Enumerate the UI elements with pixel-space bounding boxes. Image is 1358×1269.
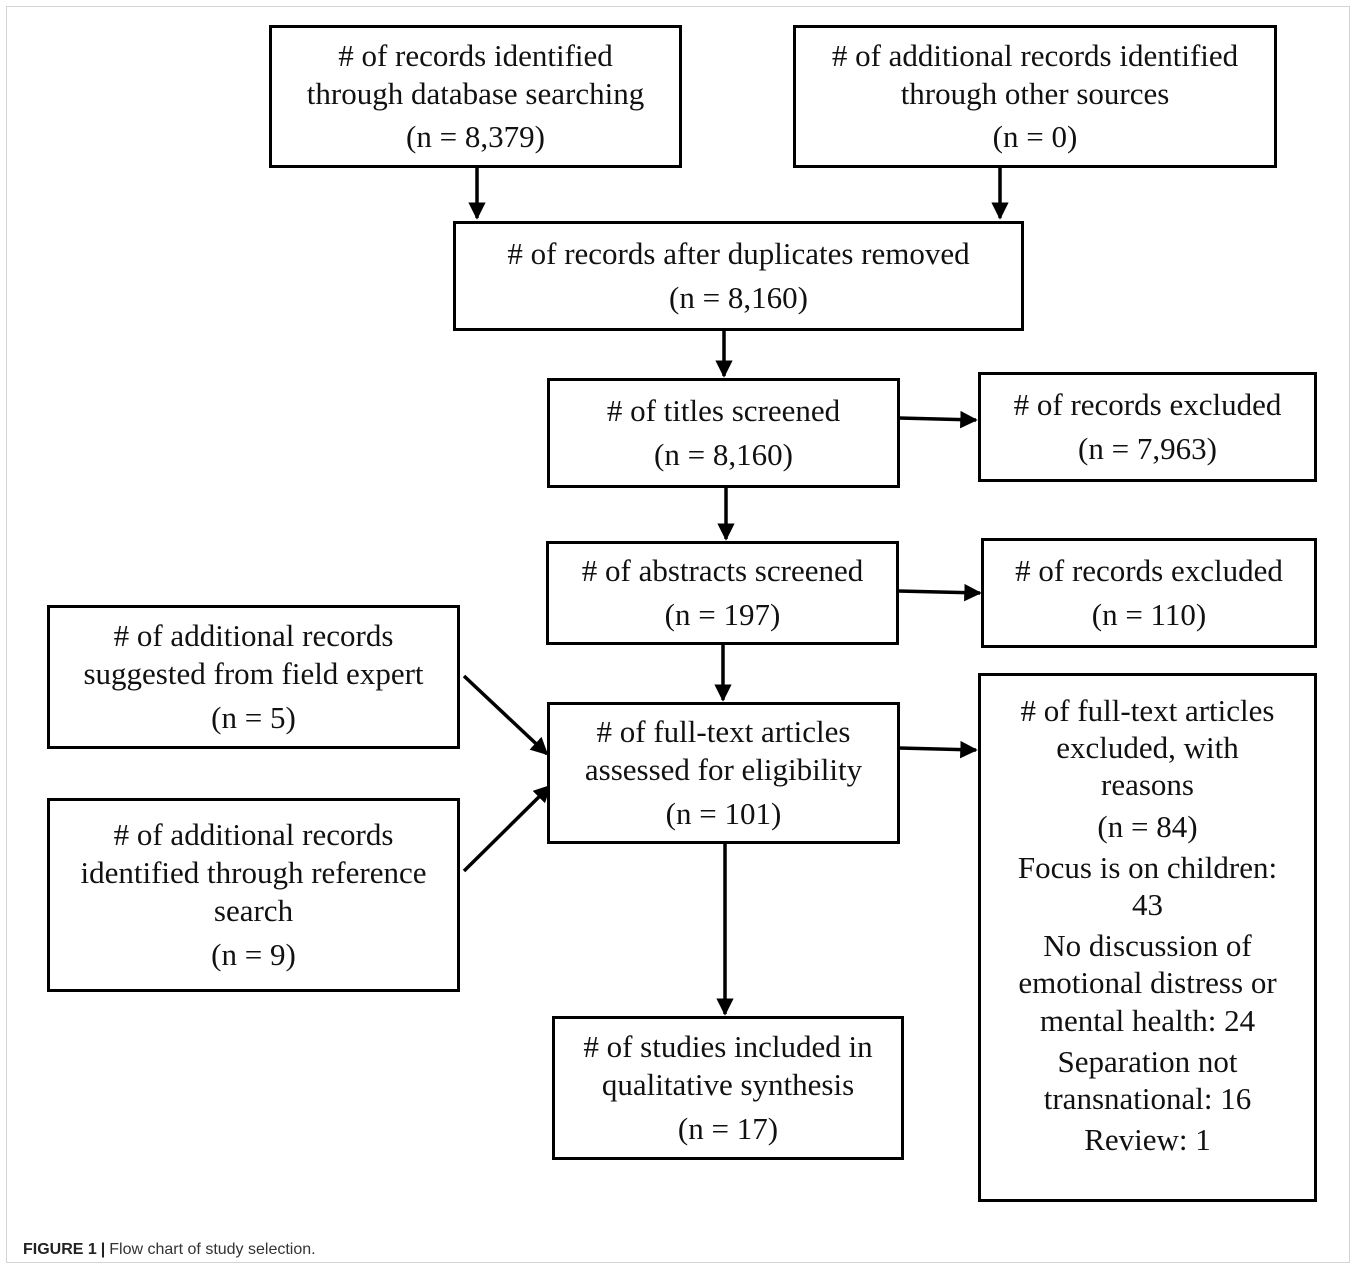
box-count: (n = 110) [1091, 597, 1207, 632]
figure-frame [6, 6, 1350, 1263]
arrow-abstracts-to-excluded [897, 583, 982, 602]
box-line: qualitative synthesis [601, 1067, 855, 1103]
arrow-fulltext-to-excluded [898, 740, 978, 759]
box-line: # of abstracts screened [581, 553, 864, 589]
box-count: (n = 5) [211, 699, 296, 735]
box-line: # of studies included in [583, 1029, 873, 1065]
box-studies-included: # of studies included in qualitative syn… [552, 1016, 904, 1160]
box-line: # of full-text articles [1020, 693, 1275, 728]
box-count: (n = 8,160) [669, 280, 808, 315]
reason-line: Review: 1 [1084, 1122, 1211, 1158]
box-count: (n = 8,160) [654, 437, 793, 472]
box-line: # of records excluded [1015, 553, 1283, 589]
box-line: # of full-text articles [596, 714, 851, 750]
reason-line: Focus is on children: [1017, 849, 1278, 885]
box-abstracts-screened: # of abstracts screened (n = 197) [546, 541, 899, 645]
box-field-expert: # of additional records suggested from f… [47, 605, 460, 749]
box-duplicates-removed: # of records after duplicates removed (n… [453, 221, 1024, 331]
box-line: # of additional records identified [831, 37, 1239, 73]
box-line: assessed for eligibility [584, 752, 863, 788]
box-line: through other sources [900, 75, 1170, 111]
box-count: (n = 8,379) [406, 119, 545, 155]
box-line: # of records excluded [1013, 387, 1282, 423]
box-line: # of records after duplicates removed [507, 236, 970, 272]
box-line: # of records identified [338, 37, 613, 73]
box-count: (n = 84) [1097, 808, 1198, 844]
caption-text: Flow chart of study selection. [109, 1241, 316, 1258]
reason-line: transnational: 16 [1043, 1080, 1252, 1116]
box-fulltext-excluded: # of full-text articles excluded, with r… [978, 673, 1317, 1202]
box-count: (n = 17) [677, 1110, 779, 1146]
reason-line: No discussion of [1043, 928, 1252, 964]
arrow-expert-to-fulltext [462, 674, 549, 756]
box-abstracts-excluded: # of records excluded (n = 110) [981, 538, 1317, 648]
box-count: (n = 101) [665, 795, 782, 831]
box-reference-search: # of additional records identified throu… [47, 798, 460, 992]
box-line: suggested from field expert [83, 656, 424, 692]
box-line: # of additional records [113, 618, 394, 654]
box-line: # of additional records [113, 817, 394, 853]
reason-line: emotional distress or [1018, 965, 1277, 1001]
box-line: through database searching [306, 75, 645, 111]
caption-label: FIGURE 1 [23, 1241, 97, 1258]
box-line: identified through reference [80, 855, 427, 891]
box-line: reasons [1101, 767, 1194, 803]
box-titles-screened: # of titles screened (n = 8,160) [547, 378, 900, 488]
figure-caption: FIGURE 1 | Flow chart of study selection. [23, 1241, 316, 1259]
box-fulltext-assessed: # of full-text articles assessed for eli… [547, 702, 900, 844]
box-count: (n = 197) [664, 597, 781, 632]
box-database-searching: # of records identified through database… [269, 25, 682, 168]
arrow-titles-to-excluded [898, 410, 978, 429]
reason-line: Separation not [1057, 1043, 1238, 1079]
box-count: (n = 7,963) [1078, 431, 1217, 466]
box-line: # of titles screened [606, 393, 841, 429]
box-count: (n = 0) [992, 119, 1078, 155]
box-count: (n = 9) [211, 936, 296, 972]
reason-line: mental health: 24 [1039, 1002, 1256, 1038]
reason-line: 43 [1132, 886, 1163, 922]
box-other-sources: # of additional records identified throu… [793, 25, 1277, 168]
box-titles-excluded: # of records excluded (n = 7,963) [978, 372, 1317, 482]
box-line: excluded, with [1056, 730, 1239, 766]
caption-separator: | [100, 1241, 106, 1258]
arrow-reference-to-fulltext [462, 784, 552, 873]
box-line: search [213, 893, 294, 928]
